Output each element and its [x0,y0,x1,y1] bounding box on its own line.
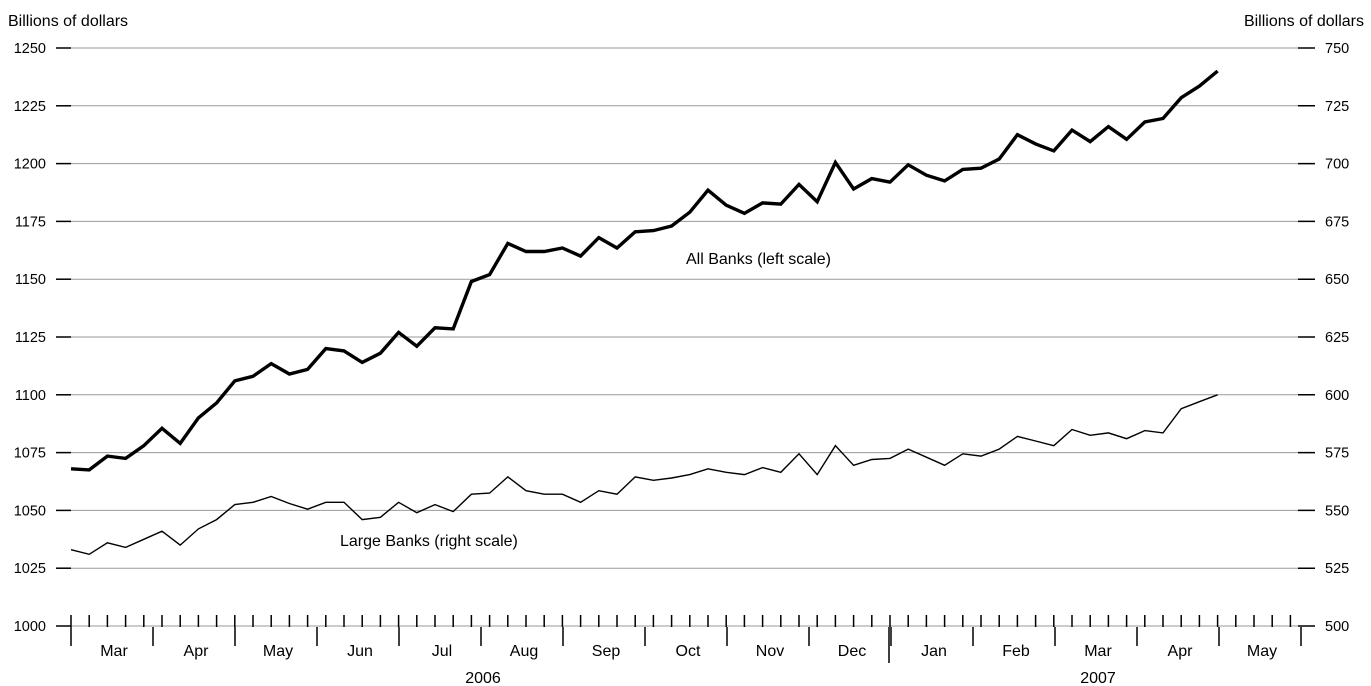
month-label: Mar [100,643,128,660]
month-label: Jul [432,643,452,660]
month-label: Mar [1084,643,1112,660]
label-large-banks: Large Banks (right scale) [340,533,518,550]
month-label: Aug [510,643,538,660]
left-y-tick-label: 1175 [15,214,46,230]
axes: Billions of dollars Billions of dollars … [8,13,1364,635]
month-label: Nov [756,643,784,660]
left-y-tick-label: 1025 [14,561,46,577]
month-label: Oct [676,643,701,660]
year-label: 2007 [1080,670,1116,686]
month-label: Jan [921,643,947,660]
series [70,69,1219,556]
label-all-banks: All Banks (left scale) [686,251,831,268]
month-label: Apr [1168,643,1194,660]
left-y-tick-label: 1250 [14,41,46,57]
right-y-tick-label: 625 [1325,330,1349,346]
right-y-tick-label: 550 [1325,503,1349,519]
right-y-tick-label: 650 [1325,272,1349,288]
right-axis-title: Billions of dollars [1244,13,1364,30]
right-y-tick-label: 575 [1325,446,1349,462]
annotations: All Banks (left scale) Large Banks (right… [340,251,831,550]
x-axis: Mar Apr May Jun Jul Aug Sep Oct Nov Dec Jan Feb Mar A… [70,615,1302,686]
series-line-large-banks [70,394,1218,556]
right-y-tick-label: 525 [1325,561,1349,577]
left-y-tick-label: 1000 [14,619,46,635]
right-y-tick-label: 600 [1325,388,1349,404]
left-y-tick-label: 1225 [14,99,46,115]
month-label: May [1247,643,1277,660]
left-axis-title: Billions of dollars [8,13,128,30]
left-y-tick-label: 1150 [15,272,46,288]
month-label: Dec [838,643,866,660]
right-y-tick-label: 725 [1325,99,1349,115]
month-label: Sep [592,643,621,660]
month-label: Apr [184,643,210,660]
left-y-tick-label: 1125 [15,330,46,346]
right-y-tick-label: 675 [1325,214,1349,230]
month-label: May [263,643,293,660]
month-label: Jun [347,643,373,660]
right-y-tick-label: 500 [1325,619,1349,635]
series-line-all-banks [70,69,1219,472]
year-label: 2006 [465,670,501,686]
month-label: Feb [1002,643,1030,660]
left-y-tick-label: 1050 [14,503,46,519]
left-y-tick-label: 1100 [15,388,46,404]
left-y-tick-label: 1075 [14,446,46,462]
gridlines [56,47,1315,627]
left-y-tick-label: 1200 [14,157,46,173]
right-y-tick-label: 700 [1325,157,1349,173]
right-y-tick-label: 750 [1325,41,1349,57]
